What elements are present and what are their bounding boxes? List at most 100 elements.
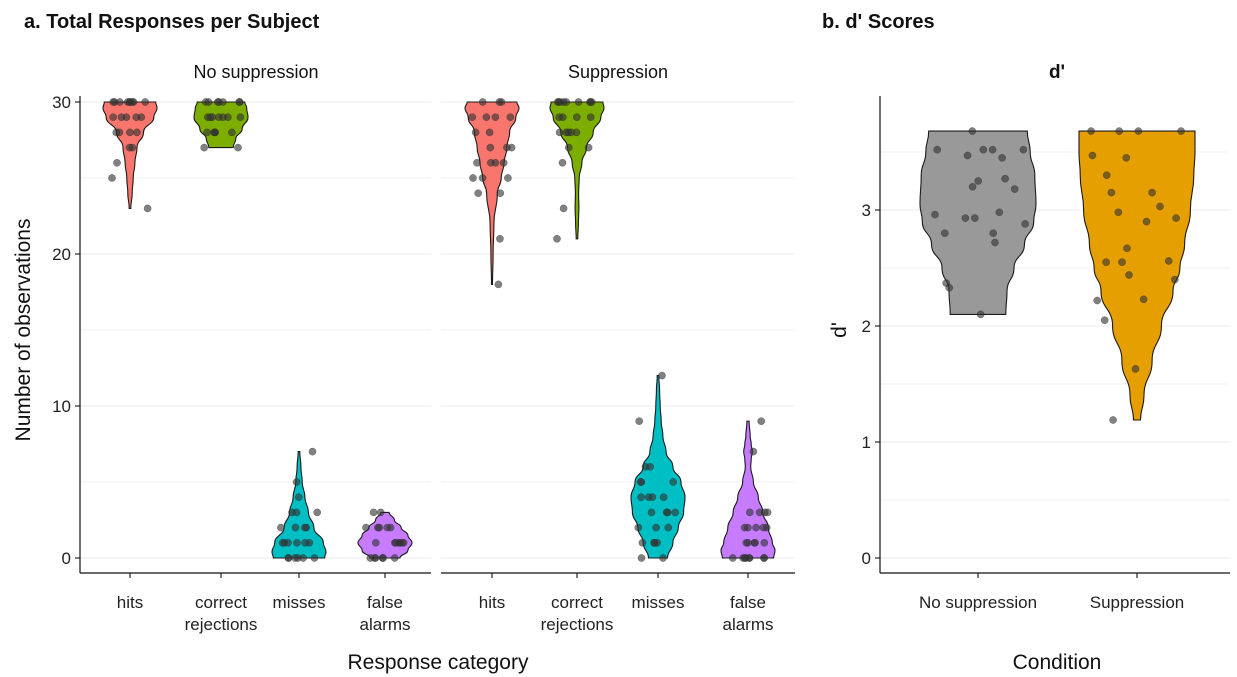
panel-a-no-suppression-false-alarms-point: [376, 508, 385, 517]
panel-a-no-suppression-misses-point: [278, 538, 287, 547]
panel-a-title: a. Total Responses per Subject: [24, 11, 320, 33]
panel-a-suppression-correct-rejections-violin: [549, 101, 605, 240]
panel-a-y-tick-label: 10: [52, 397, 71, 416]
panel-b-y-axis-label: d': [828, 322, 851, 338]
panel-a-no-suppression-false-alarms-point: [391, 538, 399, 547]
panel-b-no-suppression-point: [968, 127, 977, 135]
panel-a-suppression-correct-rejections-point: [562, 128, 571, 137]
panel-a-no-suppression-hits-point: [112, 128, 121, 137]
panel-a-x-tick-label: misses: [273, 593, 326, 612]
panel-b-no-suppression-point: [979, 145, 988, 154]
panel-a-suppression-misses-point: [636, 478, 645, 486]
panel-a-no-suppression-misses-point: [292, 508, 301, 517]
panel-a-x-tick-label: false: [730, 593, 766, 612]
panel-a-suppression-misses-point: [664, 523, 673, 532]
panel-a-no-suppression-correct-rejections-point: [204, 98, 213, 106]
panel-b-no-suppression-point: [968, 182, 977, 191]
panel-a-no-suppression-hits-point: [133, 128, 141, 137]
panel-a-suppression-hits-point: [468, 113, 477, 122]
panel-a-suppression-correct-rejections-point: [584, 143, 593, 152]
panel-b-y-tick-label: 2: [862, 317, 871, 336]
panel-a-x-axis-label: Response category: [348, 651, 529, 674]
panel-a-x-tick-label: hits: [117, 593, 143, 612]
panel-b-no-suppression-point: [995, 208, 1004, 217]
panel-a-no-suppression-misses-violin: [271, 451, 327, 559]
panel-b-subtitle: d': [1049, 62, 1065, 83]
panel-a-suppression-hits-point: [503, 143, 511, 152]
panel-a-suppression-hits-point: [486, 143, 495, 152]
facet-label-no-suppression: No suppression: [193, 62, 318, 82]
panel-b-no-suppression-point: [991, 238, 999, 247]
panel-a-x-tick-label: false: [367, 593, 403, 612]
panel-a-suppression-false-alarms-point: [745, 508, 754, 517]
panel-b-no-suppression-point: [1010, 185, 1019, 193]
panel-b-no-suppression-point: [931, 210, 939, 219]
panel-a-no-suppression-hits-point: [141, 98, 150, 106]
panel-a-no-suppression-misses-point: [313, 508, 322, 517]
panel-a-suppression-hits-point: [499, 158, 508, 167]
panel-a-no-suppression-false-alarms-point: [362, 523, 370, 532]
panel-a-suppression-hits-point: [473, 158, 481, 167]
panel-a-no-suppression-correct-rejections-point: [235, 98, 244, 106]
panel-a-suppression-misses-point: [646, 462, 655, 471]
panel-a-suppression-misses-point: [671, 508, 680, 517]
panel-a-no-suppression-misses-point: [310, 554, 319, 562]
panel-a-suppression-correct-rejections-point: [559, 204, 568, 213]
panel-a-suppression-false-alarms-violin: [720, 420, 776, 559]
panel-a-suppression-correct-rejections-point: [555, 113, 563, 122]
panel-a-suppression-hits-point: [496, 234, 504, 243]
panel-a-suppression-hits-point: [494, 280, 503, 289]
panel-b-suppression-point: [1125, 271, 1133, 279]
panel-a-no-suppression-misses-point: [308, 447, 317, 456]
panel-a-suppression-hits-point: [506, 113, 515, 122]
panel-a-x-tick-label: misses: [632, 593, 685, 612]
panel-a-suppression-false-alarms-point: [728, 554, 737, 562]
panel-a-suppression-misses-point: [634, 523, 643, 532]
panel-a-no-suppression-hits-point: [109, 113, 117, 122]
panel-b-x-tick-label: Suppression: [1090, 593, 1185, 612]
panel-b-suppression-point: [1118, 258, 1126, 267]
panel-a-suppression-hits-point: [486, 158, 495, 167]
panel-b-no-suppression-point: [940, 229, 949, 238]
panel-b-no-suppression-point: [970, 214, 979, 222]
panel-b-suppression-point: [1107, 188, 1116, 197]
panel-b-no-suppression-point: [998, 153, 1006, 162]
panel-a-no-suppression-false-alarms-point: [383, 523, 392, 532]
panel-b-suppression-point: [1131, 365, 1140, 373]
panel-b-y-tick-label: 3: [862, 201, 871, 220]
panel-a-x-tick-label: correct: [195, 593, 247, 612]
panel-a-no-suppression-misses-point: [294, 493, 303, 502]
panel-a-suppression-hits-point: [497, 98, 506, 106]
panel-b-suppression-point: [1109, 416, 1117, 424]
panel-a-no-suppression-false-alarms-point: [369, 508, 378, 517]
panel-b-no-suppression-point: [989, 229, 998, 238]
panel-b-y-tick-label: 0: [862, 549, 871, 568]
panel-a-suppression-misses-point: [635, 417, 644, 426]
panel-a-no-suppression-false-alarms-point: [371, 538, 380, 547]
panel-a-x-tick-label: alarms: [359, 615, 410, 634]
panel-a-suppression-misses-point: [658, 371, 666, 380]
panel-a-suppression-correct-rejections-point: [564, 143, 573, 152]
panel-a-suppression-hits-point: [485, 128, 494, 137]
panel-a-x-tick-label: correct: [551, 593, 603, 612]
panel-a-suppression-false-alarms-point: [752, 523, 760, 532]
panel-a-y-tick-label: 30: [52, 93, 71, 112]
panel-b-no-suppression-point: [1019, 145, 1028, 154]
panel-a-suppression-hits-point: [482, 113, 491, 122]
panel-b-suppression-point: [1177, 127, 1185, 135]
panel-a-suppression-misses-point: [659, 493, 668, 502]
panel-b-suppression-point: [1172, 214, 1180, 222]
panel-b-no-suppression-point: [1021, 220, 1029, 228]
panel-b-suppression-point: [1115, 127, 1124, 135]
panel-b-suppression-point: [1139, 295, 1148, 304]
panel-b-no-suppression-point: [933, 145, 942, 154]
panel-a-no-suppression-hits-point: [115, 98, 124, 106]
panel-a-suppression-false-alarms-point: [759, 523, 768, 532]
panel-a-suppression-false-alarms-point: [751, 538, 759, 547]
panel-a-x-tick-label: hits: [479, 593, 505, 612]
panel-a-suppression-false-alarms-point: [760, 538, 769, 547]
panel-b-suppression-point: [1102, 171, 1111, 180]
panel-a-y-tick-label: 20: [52, 245, 71, 264]
panel-a-suppression-hits-point: [491, 113, 500, 122]
panel-b-suppression-point: [1156, 202, 1164, 211]
